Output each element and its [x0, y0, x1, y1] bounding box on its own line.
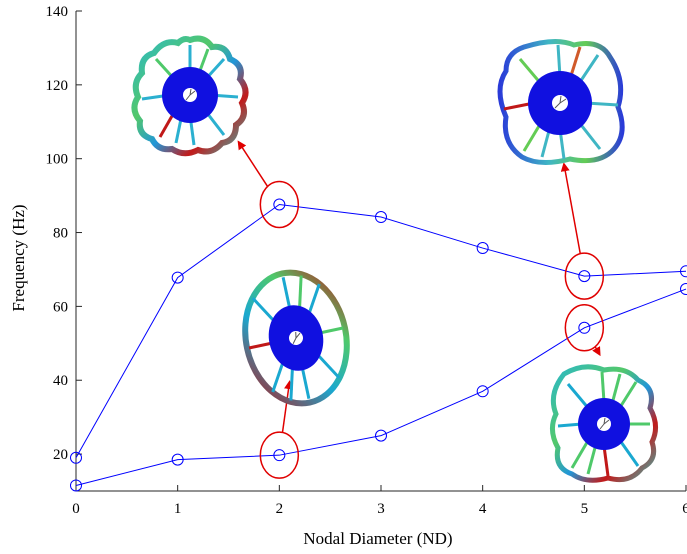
- data-point: [680, 283, 687, 296]
- annotation-ellipse: [564, 252, 605, 300]
- y-tick-label: 120: [46, 78, 69, 94]
- annotation-ellipse: [259, 180, 300, 229]
- y-tick-label: 80: [53, 226, 68, 242]
- x-tick-label: 1: [174, 501, 182, 517]
- y-tick-label: 40: [53, 373, 68, 389]
- y-tick-label: 140: [46, 4, 69, 20]
- data-point: [578, 270, 591, 283]
- mode-shape-outer-ring: [550, 364, 658, 483]
- data-point: [273, 449, 286, 462]
- annotation-ellipse: [259, 431, 300, 479]
- mode-shape-outer-ring: [242, 269, 350, 407]
- y-tick-label: 100: [46, 152, 69, 168]
- series-line: [75, 203, 687, 459]
- mode-shape-image: [550, 364, 658, 483]
- x-tick-label: 6: [682, 501, 687, 517]
- x-tick-label: 4: [479, 501, 487, 517]
- y-tick-label: 60: [53, 299, 68, 315]
- x-tick-label: 5: [581, 501, 589, 517]
- annotation-ellipse: [564, 304, 605, 352]
- annotation-arrow: [560, 162, 581, 254]
- annotation-arrow: [281, 380, 293, 433]
- mode-shape-images: [131, 35, 658, 483]
- x-tick-label: 2: [276, 501, 284, 517]
- mode-shape-image: [242, 269, 350, 407]
- data-point: [171, 271, 184, 284]
- data-point: [273, 198, 286, 211]
- x-axis-label: Nodal Diameter (ND): [303, 529, 452, 548]
- data-point: [375, 211, 387, 224]
- data-point: [70, 479, 82, 492]
- x-tick-label: 3: [377, 501, 385, 517]
- annotation-arrow: [592, 346, 601, 357]
- mode-shape-image: [131, 35, 249, 157]
- series-line: [75, 288, 687, 486]
- y-tick-label: 20: [53, 447, 68, 463]
- y-axis-label: Frequency (Hz): [9, 204, 28, 311]
- data-point: [680, 265, 687, 278]
- data-point: [476, 242, 489, 255]
- data-point: [171, 453, 184, 466]
- mode-shape-image: [497, 39, 625, 165]
- data-point: [476, 385, 489, 398]
- data-point: [70, 451, 82, 464]
- x-tick-label: 0: [72, 501, 80, 517]
- annotation-arrow: [237, 140, 269, 187]
- mode-shape-outer-ring: [131, 35, 249, 157]
- data-point: [578, 321, 591, 334]
- mode-shape-outer-ring: [497, 39, 625, 165]
- data-point: [375, 429, 387, 442]
- mode-shape-spokes: [557, 371, 650, 477]
